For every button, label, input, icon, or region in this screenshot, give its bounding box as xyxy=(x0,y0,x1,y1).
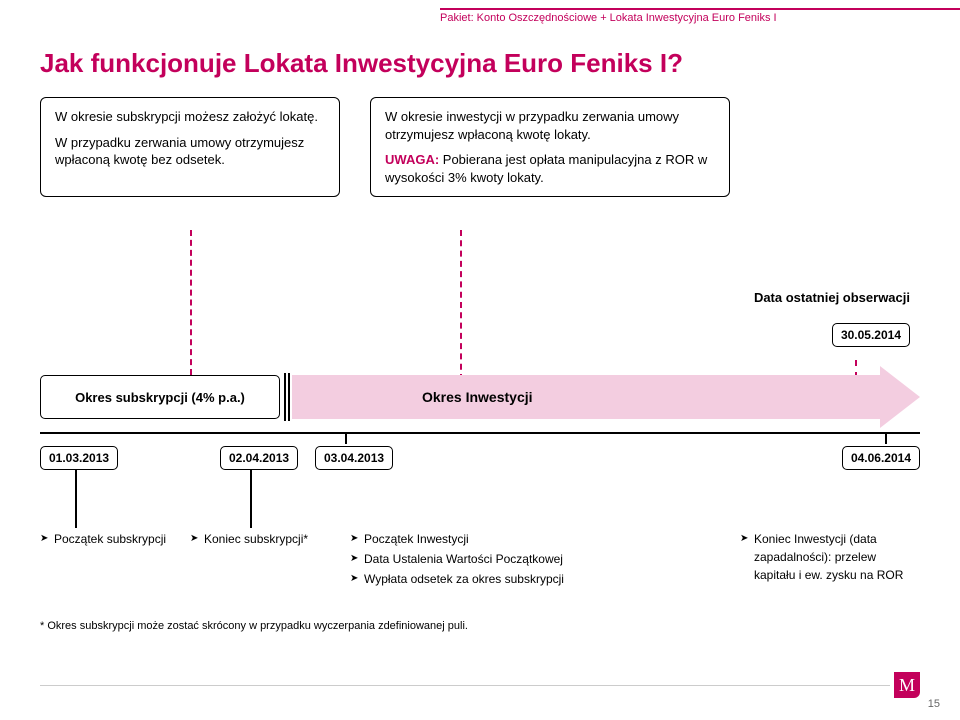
package-header-text: Pakiet: Konto Oszczędnościowe + Lokata I… xyxy=(440,12,777,24)
last-observation-label: Data ostatniej obserwacji xyxy=(754,290,910,305)
investment-period-body: Okres Inwestycji xyxy=(292,375,882,419)
bullets-col-1: Początek subskrypcji xyxy=(40,530,190,590)
investment-period-label: Okres Inwestycji xyxy=(422,389,533,405)
period-divider xyxy=(284,373,290,421)
timeline-arrow: Okres subskrypcji (4% p.a.) Okres Inwest… xyxy=(40,375,920,435)
bullets-row: Początek subskrypcji Koniec subskrypcji*… xyxy=(40,530,920,590)
dash-line-left xyxy=(190,230,192,375)
dates-row: 01.03.2013 02.04.2013 03.04.2013 04.06.2… xyxy=(40,446,920,476)
info-right-p1: W okresie inwestycji w przypadku zerwani… xyxy=(385,108,715,143)
bullet-end-inv: Koniec Inwestycji (data zapadalności): p… xyxy=(740,530,920,584)
tick-d1 xyxy=(75,468,77,528)
date-d2: 02.04.2013 xyxy=(220,446,298,470)
package-header: Pakiet: Konto Oszczędnościowe + Lokata I… xyxy=(440,8,960,24)
bullet-initial-value: Data Ustalenia Wartości Początkowej xyxy=(350,550,740,568)
investment-period-arrow: Okres Inwestycji xyxy=(292,375,920,419)
info-box-subscription: W okresie subskrypcji możesz założyć lok… xyxy=(40,97,340,197)
bullets-col-3: Początek Inwestycji Data Ustalenia Warto… xyxy=(350,530,740,590)
page: Pakiet: Konto Oszczędnościowe + Lokata I… xyxy=(0,0,960,720)
brand-logo-letter: M xyxy=(899,675,915,696)
date-d1: 01.03.2013 xyxy=(40,446,118,470)
subscription-period-label: Okres subskrypcji (4% p.a.) xyxy=(75,390,245,405)
last-observation-date: 30.05.2014 xyxy=(832,323,910,347)
info-right-p2: UWAGA: Pobierana jest opłata manipulacyj… xyxy=(385,151,715,186)
footnote: * Okres subskrypcji może zostać skrócony… xyxy=(40,620,468,632)
uwaga-label: UWAGA: xyxy=(385,152,439,167)
page-number: 15 xyxy=(928,698,940,710)
info-box-investment: W okresie inwestycji w przypadku zerwani… xyxy=(370,97,730,197)
info-left-p1: W okresie subskrypcji możesz założyć lok… xyxy=(55,108,325,126)
arrow-head-icon xyxy=(880,366,920,428)
last-observation: Data ostatniej obserwacji 30.05.2014 xyxy=(754,290,910,347)
date-d3: 03.04.2013 xyxy=(315,446,393,470)
bullet-end-sub: Koniec subskrypcji* xyxy=(190,530,350,548)
footer-rule xyxy=(40,685,890,686)
tick-d4 xyxy=(885,432,887,444)
info-boxes: W okresie subskrypcji możesz założyć lok… xyxy=(40,97,920,197)
info-left-p2: W przypadku zerwania umowy otrzymujesz w… xyxy=(55,134,325,169)
tick-d3 xyxy=(345,432,347,444)
bullet-interest-payout: Wypłata odsetek za okres subskrypcji xyxy=(350,570,740,588)
bullets-col-2: Koniec subskrypcji* xyxy=(190,530,350,590)
bullet-start-sub: Początek subskrypcji xyxy=(40,530,190,548)
date-d4: 04.06.2014 xyxy=(842,446,920,470)
dash-line-right xyxy=(460,230,462,380)
bullets-col-4: Koniec Inwestycji (data zapadalności): p… xyxy=(740,530,920,590)
timeline-rule xyxy=(40,432,920,434)
subscription-period-box: Okres subskrypcji (4% p.a.) xyxy=(40,375,280,419)
brand-logo: M xyxy=(894,672,920,698)
page-title: Jak funkcjonuje Lokata Inwestycyjna Euro… xyxy=(40,48,920,79)
bullet-start-inv: Początek Inwestycji xyxy=(350,530,740,548)
tick-d2 xyxy=(250,468,252,528)
